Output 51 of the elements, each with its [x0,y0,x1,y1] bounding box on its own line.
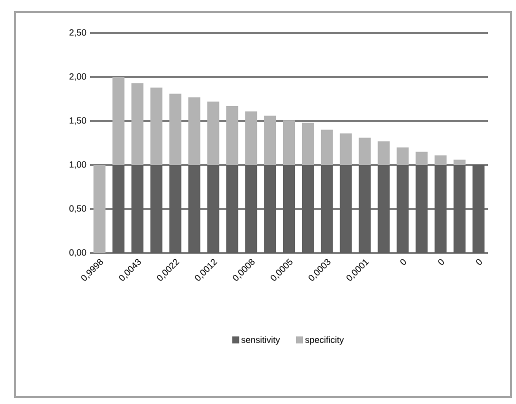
bar [150,88,162,165]
bar [226,106,238,165]
bar [188,165,200,253]
y-tick-label: 2,00 [69,73,86,81]
bar [472,165,485,253]
bar [434,165,447,253]
bar [378,165,390,253]
bar [188,97,200,165]
bar [358,138,371,165]
bar [340,133,352,165]
bar [302,165,314,253]
x-tick-label: 0 [438,259,444,265]
y-tick-label: 0,50 [69,205,86,213]
bar [396,165,409,253]
bar [416,165,428,253]
bar [207,165,220,253]
bar [131,83,144,165]
bar [264,116,276,165]
bar [245,111,258,165]
bar [396,147,409,165]
bar [416,152,428,165]
bar [358,165,371,253]
y-tick-label: 0,00 [69,249,86,257]
legend-label: sensitivity [241,336,280,345]
bar [320,130,333,165]
bar [454,165,466,253]
bar [226,165,238,253]
bar [150,165,162,253]
y-tick-label: 1,00 [70,161,86,169]
x-tick-label: 0 [476,259,482,265]
bar [454,160,466,165]
bar [340,165,352,253]
bar [169,94,182,165]
x-tick-label: 0 [400,259,406,265]
legend-label: specificity [305,336,344,345]
bar [207,102,220,165]
y-tick-label: 2,50 [69,29,86,37]
bar [131,165,144,253]
bar [169,165,182,253]
bar [378,141,390,165]
bar [434,155,447,165]
bar [112,77,124,165]
bar [283,165,296,253]
bar [264,165,276,253]
bar [283,120,296,165]
bar [112,165,124,253]
bar [302,122,314,165]
y-tick-label: 1,50 [70,117,86,125]
bar [245,165,258,253]
bar [320,165,333,253]
bar [93,165,106,253]
